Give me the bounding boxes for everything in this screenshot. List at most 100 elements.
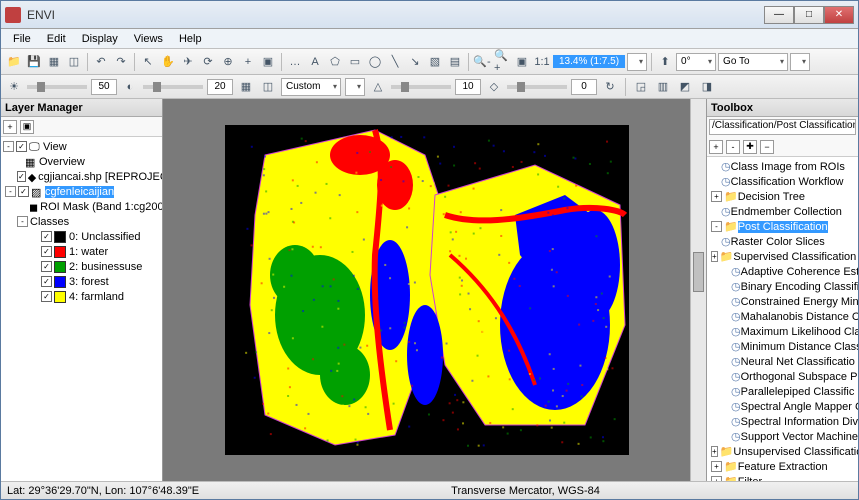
sharpen-value[interactable]: 10 bbox=[455, 79, 481, 95]
zoom-combo[interactable] bbox=[627, 53, 647, 71]
toolbox-label[interactable]: Unsupervised Classification bbox=[733, 446, 858, 458]
rotate-icon[interactable]: ⟳ bbox=[199, 53, 217, 71]
toolbox-add-icon[interactable]: ✚ bbox=[743, 140, 757, 154]
toolbox-label[interactable]: Spectral Information Div bbox=[741, 416, 858, 428]
stretch-drop[interactable] bbox=[345, 78, 365, 96]
crosshair-icon[interactable]: + bbox=[239, 53, 257, 71]
swipe-icon[interactable]: ◨ bbox=[698, 78, 716, 96]
toolbox-label[interactable]: Neural Net Classificatio bbox=[741, 356, 855, 368]
tree-overview[interactable]: Overview bbox=[39, 156, 85, 168]
tree-checkbox[interactable]: ✓ bbox=[41, 231, 52, 242]
menu-edit[interactable]: Edit bbox=[39, 31, 74, 47]
toolbox-label[interactable]: Decision Tree bbox=[738, 191, 805, 203]
class-row[interactable]: ✓2: businessuse bbox=[3, 259, 160, 274]
map-viewport[interactable] bbox=[163, 99, 690, 481]
undo-icon[interactable]: ↶ bbox=[92, 53, 110, 71]
toolbox-label[interactable]: Constrained Energy Minim bbox=[741, 296, 858, 308]
annotation-text-icon[interactable]: A bbox=[306, 53, 324, 71]
zoom-fit-icon[interactable]: ▣ bbox=[513, 53, 531, 71]
goto-drop[interactable] bbox=[790, 53, 810, 71]
toolbox-label[interactable]: Classification Workflow bbox=[731, 176, 844, 188]
tree-roi[interactable]: ROI Mask (Band 1:cg200 bbox=[40, 201, 162, 213]
contrast-value[interactable]: 20 bbox=[207, 79, 233, 95]
data-manager-icon[interactable]: ▦ bbox=[45, 53, 63, 71]
portal-icon[interactable]: ◲ bbox=[632, 78, 650, 96]
toolbox-collapse-icon[interactable]: - bbox=[726, 140, 740, 154]
toolbox-item[interactable]: ◷Neural Net Classificatio bbox=[709, 354, 856, 369]
cursor-value-icon[interactable]: ⊕ bbox=[219, 53, 237, 71]
toolbox-label[interactable]: Supervised Classification bbox=[733, 251, 856, 263]
zoom-in-icon[interactable]: 🔍+ bbox=[493, 53, 511, 71]
tree-toggle[interactable]: + bbox=[711, 446, 718, 457]
class-row[interactable]: ✓3: forest bbox=[3, 274, 160, 289]
toolbox-item[interactable]: ◷Minimum Distance Classif bbox=[709, 339, 856, 354]
toolbox-item[interactable]: +📁Filter bbox=[709, 474, 856, 481]
contrast-slider[interactable] bbox=[143, 85, 203, 89]
menu-display[interactable]: Display bbox=[74, 31, 126, 47]
annotation-arrow-icon[interactable]: ↘ bbox=[406, 53, 424, 71]
annotation-line-icon[interactable]: ╲ bbox=[386, 53, 404, 71]
toolbox-item[interactable]: -📁Post Classification bbox=[709, 219, 856, 234]
tree-checkbox[interactable]: ✓ bbox=[16, 141, 27, 152]
expand-all-icon[interactable]: + bbox=[3, 120, 17, 134]
class-label[interactable]: 1: water bbox=[69, 246, 108, 258]
fly-icon[interactable]: ✈ bbox=[179, 53, 197, 71]
class-label[interactable]: 0: Unclassified bbox=[69, 231, 141, 243]
rotation-combo[interactable]: 0° bbox=[676, 53, 716, 71]
toolbox-item[interactable]: +📁Unsupervised Classification bbox=[709, 444, 856, 459]
toolbox-item[interactable]: ◷Binary Encoding Classifi bbox=[709, 279, 856, 294]
toolbox-label[interactable]: Support Vector Machine C bbox=[741, 431, 858, 443]
titlebar[interactable]: ENVI — □ ✕ bbox=[1, 1, 858, 29]
tree-checkbox[interactable]: ✓ bbox=[17, 171, 26, 182]
refresh-icon[interactable]: ↻ bbox=[601, 78, 619, 96]
toolbox-item[interactable]: ◷Classification Workflow bbox=[709, 174, 856, 189]
close-button[interactable]: ✕ bbox=[824, 6, 854, 24]
tree-raster[interactable]: cgfenleicaijian bbox=[45, 186, 114, 198]
tree-checkbox[interactable]: ✓ bbox=[41, 261, 52, 272]
map-canvas[interactable] bbox=[225, 125, 629, 455]
class-label[interactable]: 3: forest bbox=[69, 276, 109, 288]
toolbox-label[interactable]: Spectral Angle Mapper Cl bbox=[741, 401, 858, 413]
histogram-icon[interactable]: ◫ bbox=[259, 78, 277, 96]
toolbox-label[interactable]: Orthogonal Subspace Proj bbox=[741, 371, 858, 383]
zoom-out-icon[interactable]: 🔍‑ bbox=[473, 53, 491, 71]
pan-icon[interactable]: ✋ bbox=[159, 53, 177, 71]
toolbox-item[interactable]: ◷Endmember Collection bbox=[709, 204, 856, 219]
toolbox-remove-icon[interactable]: − bbox=[760, 140, 774, 154]
menu-file[interactable]: File bbox=[5, 31, 39, 47]
transparency-slider[interactable] bbox=[507, 85, 567, 89]
toolbox-label[interactable]: Feature Extraction bbox=[738, 461, 828, 473]
toolbox-item[interactable]: +📁Decision Tree bbox=[709, 189, 856, 204]
toolbox-item[interactable]: ◷Constrained Energy Minim bbox=[709, 294, 856, 309]
annotation-point-icon[interactable]: … bbox=[286, 53, 304, 71]
tree-shp[interactable]: cgjiancai.shp [REPROJEC bbox=[38, 171, 162, 183]
toolbox-item[interactable]: ◷Parallelepiped Classific bbox=[709, 384, 856, 399]
toolbox-item[interactable]: ◷Spectral Information Div bbox=[709, 414, 856, 429]
tree-toggle[interactable]: - bbox=[711, 221, 722, 232]
select-icon[interactable]: ↖ bbox=[139, 53, 157, 71]
brightness-value[interactable]: 50 bbox=[91, 79, 117, 95]
tree-toggle[interactable]: + bbox=[711, 191, 722, 202]
toolbox-item[interactable]: ◷Raster Color Slices bbox=[709, 234, 856, 249]
toolbox-item[interactable]: ◷Maximum Likelihood Class bbox=[709, 324, 856, 339]
toolbox-label[interactable]: Maximum Likelihood Class bbox=[741, 326, 858, 338]
zoom-level[interactable]: 13.4% (1:7.5) bbox=[553, 55, 625, 68]
vector-edit-icon[interactable]: ▣ bbox=[259, 53, 277, 71]
transparency-icon[interactable]: ◇ bbox=[485, 78, 503, 96]
toolbox-label[interactable]: Parallelepiped Classific bbox=[741, 386, 855, 398]
tree-toggle[interactable]: - bbox=[3, 141, 14, 152]
chip-icon[interactable]: ◫ bbox=[65, 53, 83, 71]
tree-toggle[interactable]: - bbox=[17, 216, 28, 227]
tree-checkbox[interactable]: ✓ bbox=[41, 291, 52, 302]
sharpen-slider[interactable] bbox=[391, 85, 451, 89]
menu-help[interactable]: Help bbox=[171, 31, 210, 47]
annotation-rect-icon[interactable]: ▭ bbox=[346, 53, 364, 71]
tree-classes[interactable]: Classes bbox=[30, 216, 69, 228]
class-label[interactable]: 4: farmland bbox=[69, 291, 124, 303]
annotation-chart-icon[interactable]: ▤ bbox=[446, 53, 464, 71]
class-row[interactable]: ✓ 4: farmland bbox=[3, 289, 160, 304]
toolbox-label[interactable]: Binary Encoding Classifi bbox=[741, 281, 858, 293]
class-row[interactable]: ✓1: water bbox=[3, 244, 160, 259]
toolbox-label[interactable]: Minimum Distance Classif bbox=[741, 341, 858, 353]
toolbox-item[interactable]: ◷Class Image from ROIs bbox=[709, 159, 856, 174]
